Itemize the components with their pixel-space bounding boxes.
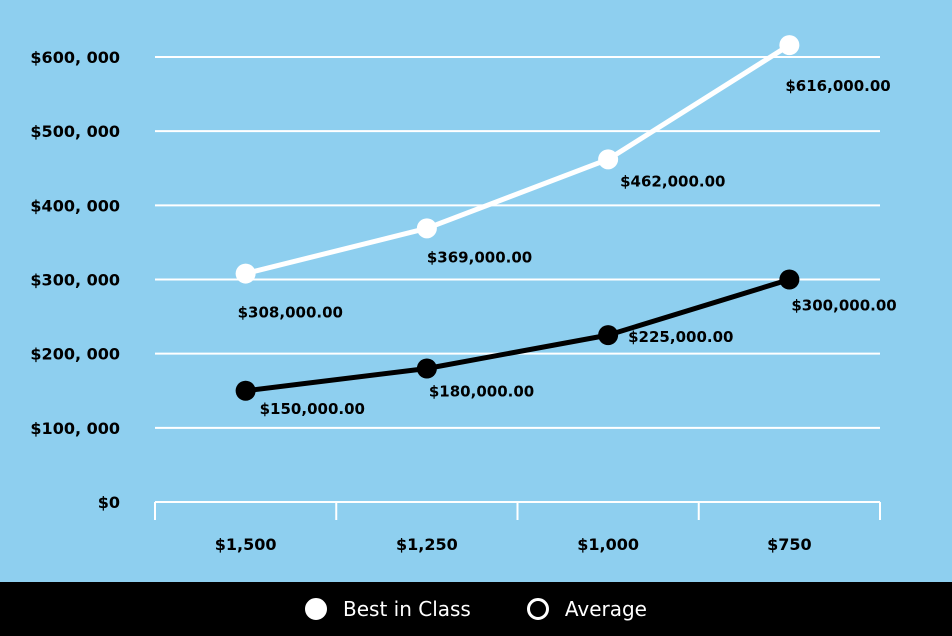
x-tick-label: $750 xyxy=(767,535,812,554)
data-label-best-in-class: $308,000.00 xyxy=(238,304,343,322)
legend: Best in Class Average xyxy=(0,582,952,636)
data-label-best-in-class: $462,000.00 xyxy=(620,172,725,190)
y-tick-label: $0 xyxy=(98,493,120,512)
data-point-average xyxy=(598,325,619,346)
legend-label-average: Average xyxy=(564,597,647,621)
data-point-best-in-class xyxy=(235,263,256,284)
grid-lines xyxy=(155,56,880,429)
y-tick-label: $100, 000 xyxy=(30,419,120,438)
data-point-average xyxy=(235,380,256,401)
series-line-average xyxy=(245,277,791,394)
y-tick-label: $600, 000 xyxy=(30,48,120,67)
legend-swatch-best-in-class xyxy=(305,598,327,620)
y-tick-label: $500, 000 xyxy=(30,122,120,141)
x-axis: $1,500 $1,250 $1,000 $750 xyxy=(154,501,881,554)
y-tick-label: $300, 000 xyxy=(30,271,120,290)
data-point-best-in-class xyxy=(416,218,437,239)
data-label-average: $225,000.00 xyxy=(628,328,733,346)
data-label-average: $180,000.00 xyxy=(429,383,534,401)
legend-swatch-average xyxy=(526,598,549,620)
data-point-average xyxy=(779,269,800,290)
y-tick-label: $200, 000 xyxy=(30,345,120,364)
data-label-average: $300,000.00 xyxy=(791,297,896,315)
data-point-best-in-class xyxy=(779,35,800,56)
data-label-best-in-class: $616,000.00 xyxy=(785,77,890,95)
y-axis-ticks: $0 $100, 000 $200, 000 $300, 000 $400, 000 $5… xyxy=(30,48,120,512)
data-label-average: $150,000.00 xyxy=(260,400,365,418)
legend-label-best-in-class: Best in Class xyxy=(343,597,471,621)
line-chart: $0 $100, 000 $200, 000 $300, 000 $400, 000 $5… xyxy=(30,35,897,554)
data-point-best-in-class xyxy=(598,149,619,170)
data-point-average xyxy=(416,358,437,379)
x-tick-label: $1,000 xyxy=(577,535,639,554)
chart-area: $0 $100, 000 $200, 000 $300, 000 $400, 000 $5… xyxy=(0,0,952,582)
x-tick-label: $1,250 xyxy=(396,535,458,554)
x-tick-label: $1,500 xyxy=(215,535,277,554)
data-label-best-in-class: $369,000.00 xyxy=(427,248,532,266)
legend-item-best-in-class: Best in Class xyxy=(305,597,471,621)
legend-item-average: Average xyxy=(526,597,647,621)
series-line-best-in-class xyxy=(245,43,791,276)
series-group: $308,000.00 $369,000.00 $462,000.00 $616,00… xyxy=(235,35,897,418)
y-tick-label: $400, 000 xyxy=(30,196,120,215)
